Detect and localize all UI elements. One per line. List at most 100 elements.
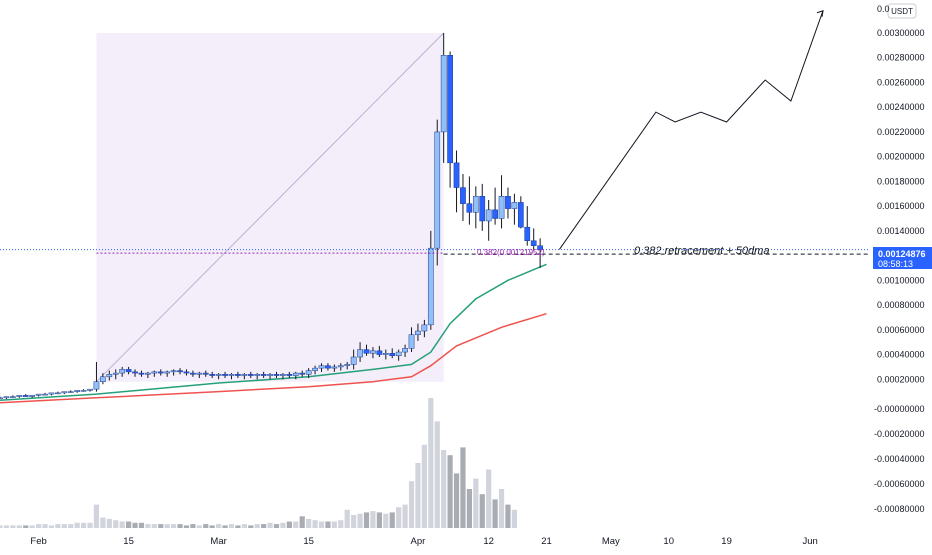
- candle-body: [466, 203, 473, 213]
- volume-bar: [203, 524, 209, 528]
- candle-body: [434, 131, 441, 249]
- price-tick-label: 0.00160000: [877, 201, 925, 211]
- level-lines-group: [0, 249, 870, 255]
- volume-bar: [466, 489, 472, 528]
- candle-body: [202, 372, 209, 375]
- volume-bar: [351, 515, 357, 528]
- price-tick-label: 0.00200000: [877, 152, 925, 162]
- time-tick-label: 10: [663, 536, 674, 547]
- volume-bar: [286, 521, 292, 528]
- candle-body: [292, 372, 299, 376]
- volume-bar: [132, 522, 138, 528]
- candle-body: [16, 395, 23, 397]
- volume-bar: [486, 469, 492, 528]
- volume-bar: [171, 524, 177, 528]
- candle-body: [209, 374, 216, 376]
- time-tick-label: Jun: [803, 536, 818, 547]
- volume-bar: [370, 511, 376, 528]
- volume-bar: [312, 520, 318, 528]
- candle-body: [331, 366, 338, 369]
- volume-bar: [248, 525, 254, 528]
- price-tick-label: 0.00020000: [877, 374, 925, 384]
- volume-bar: [241, 524, 247, 528]
- candle-body: [119, 369, 126, 374]
- volume-bar: [177, 524, 183, 528]
- volume-bar: [498, 489, 505, 528]
- range-diagonal: [96, 32, 445, 383]
- volume-bar: [113, 520, 119, 528]
- volume-bar: [68, 524, 74, 528]
- price-tick-label: 0.00040000: [877, 350, 925, 360]
- candle-body: [312, 367, 318, 371]
- candle-body: [177, 370, 183, 373]
- candle-body: [0, 397, 3, 400]
- candle-body: [3, 396, 10, 399]
- candle-body: [337, 365, 344, 368]
- candle-body: [305, 370, 312, 375]
- volume-bar: [363, 512, 370, 528]
- price-tick-label: 0.00220000: [877, 127, 925, 137]
- price-label-value: 0.00124876: [878, 249, 926, 259]
- candle-body: [408, 334, 415, 349]
- volume-bar: [3, 525, 10, 528]
- volume-bar: [209, 525, 215, 528]
- candle-body: [10, 396, 16, 398]
- volume-bar: [196, 525, 202, 528]
- volume-tick-label: -0.00060000: [874, 479, 925, 489]
- currency-badge[interactable]: [887, 3, 917, 19]
- time-tick-label: Apr: [411, 536, 426, 547]
- volume-bar: [479, 494, 485, 528]
- volume-bar: [151, 524, 157, 528]
- volume-bar: [80, 522, 87, 528]
- price-tick-label: 0.00300000: [877, 28, 925, 38]
- volume-tick-label: -0.00080000: [874, 504, 925, 514]
- candle-body: [112, 372, 119, 375]
- price-tick-label: 0.00180000: [877, 176, 925, 186]
- volume-bar: [29, 525, 35, 528]
- volume-tick-label: -0.00020000: [874, 429, 925, 439]
- volume-bar: [10, 525, 16, 528]
- candle-body: [421, 324, 428, 332]
- candle-body: [190, 372, 196, 375]
- candle-body: [415, 330, 421, 335]
- candle-body: [42, 393, 48, 396]
- candle-body: [170, 370, 177, 373]
- price-tick-label: 0.00060000: [877, 325, 925, 335]
- volume-bar: [222, 525, 228, 528]
- volume-bar: [357, 513, 363, 528]
- candle-body: [157, 371, 164, 374]
- volume-bar: [473, 478, 479, 528]
- candle-body: [427, 247, 434, 326]
- price-tick-label: 0.00080000: [877, 300, 925, 310]
- candle-body: [485, 209, 492, 222]
- candle-body: [67, 391, 74, 393]
- volume-bar: [325, 521, 331, 528]
- candle-body: [22, 395, 29, 397]
- ma50-line: [0, 263, 547, 402]
- candle-body: [125, 369, 132, 373]
- candle-body: [299, 372, 306, 375]
- volume-bar: [453, 473, 460, 528]
- time-tick-label: Mar: [210, 536, 226, 547]
- volume-bar: [254, 524, 260, 528]
- volume-bar: [23, 525, 29, 528]
- candle-body: [145, 372, 151, 375]
- volume-bar: [460, 447, 466, 528]
- moving-average-group: [0, 263, 547, 404]
- candle-body: [357, 349, 363, 358]
- volume-bar: [273, 524, 280, 528]
- labels-group: 0.382(0.00121952) 0.382 retracement + 50…: [477, 3, 932, 269]
- volume-bar: [35, 524, 42, 528]
- volume-bar: [376, 512, 382, 528]
- candles-group: [0, 33, 543, 400]
- price-axis[interactable]: 0.00300000 0.00280000 0.00260000 0.00240000…: [874, 28, 925, 514]
- candle-body: [447, 55, 453, 164]
- candle-body: [106, 374, 113, 378]
- volume-bar: [61, 524, 67, 528]
- time-axis[interactable]: Feb 15 Mar 15 Apr 12 21 May 10 19 Jun: [30, 536, 817, 547]
- volume-bar: [293, 521, 299, 528]
- time-tick-label: 12: [483, 536, 494, 547]
- volume-bar: [306, 518, 312, 528]
